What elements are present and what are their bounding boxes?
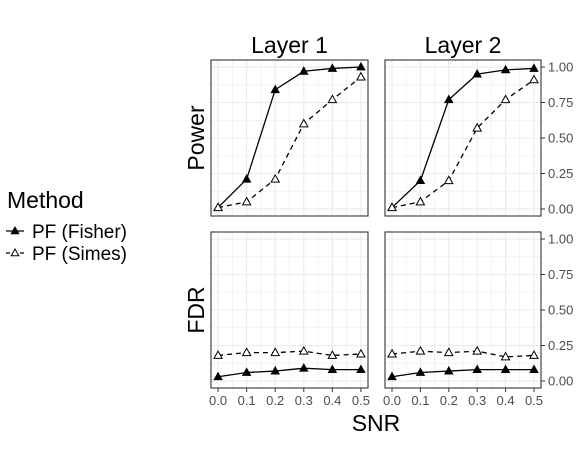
x-tick-label: 0.3 [295,393,313,408]
data-point-pf-simes [415,196,426,206]
data-point-pf-fisher [415,367,426,376]
series-line-pf-simes [391,79,535,209]
x-tick-label: 0.4 [497,393,515,408]
x-tick-label: 0.0 [209,393,227,408]
data-point-pf-simes [241,196,252,206]
panel-border [210,231,369,389]
data-point-pf-simes [529,74,539,84]
data-point-pf-simes [472,345,483,355]
data-point-pf-simes [355,71,366,81]
x-tick-label: 0.2 [266,393,284,408]
y-tick-label: 1.00 [548,60,573,75]
x-tick-label: 0.1 [411,393,429,408]
panel-fdr-layer-1 [210,231,369,389]
y-tick-label: 0.00 [548,201,573,216]
row-label-fdr: FDR [183,286,209,333]
y-tick-label: 1.00 [548,232,573,247]
data-point-pf-fisher [241,367,252,376]
data-point-pf-fisher [299,66,309,75]
series-line-pf-simes [217,76,362,209]
facet-panels [210,59,542,389]
series-line-pf-fisher [391,368,534,378]
series-line-pf-fisher [217,66,361,209]
data-point-pf-fisher [472,68,482,78]
y-tick-label: 0.25 [548,338,573,353]
data-point-pf-simes [387,202,397,212]
data-point-pf-simes [443,347,454,357]
panel-power-layer-2 [384,59,542,217]
x-tick-label: 0.4 [323,393,341,408]
data-point-pf-fisher [444,365,454,375]
data-point-pf-fisher [415,175,426,184]
data-point-pf-simes [298,345,309,355]
series-line-pf-fisher [217,367,361,378]
row-axis-labels: Power FDR [183,105,209,334]
data-point-pf-fisher [327,364,338,374]
y-tick-label: 0.25 [548,166,573,181]
data-point-pf-simes [529,350,539,359]
data-point-pf-simes [472,122,483,132]
data-point-pf-fisher [529,63,539,72]
x-tick-label: 0.0 [383,393,401,408]
series-line-pf-simes [391,350,535,358]
legend-entry-label: PF (Simes) [32,244,127,265]
data-point-pf-fisher [500,364,511,374]
data-point-pf-fisher [356,364,366,374]
data-point-pf-fisher [529,364,539,374]
data-point-pf-fisher [472,364,482,374]
x-tick-label: 0.5 [352,393,370,408]
legend-marker-open-triangle [10,247,20,257]
x-tick-label: 0.3 [468,393,486,408]
data-point-pf-simes [241,347,252,357]
y-tick-label: 0.75 [548,267,573,282]
legend: Method PF (Fisher)PF (Simes) [6,187,127,265]
strip-label-layer-1: Layer 1 [251,32,328,58]
panel-fdr-layer-2 [384,231,542,389]
data-point-pf-simes [387,348,397,358]
data-point-pf-fisher [327,63,338,72]
data-point-pf-simes [270,347,281,357]
data-point-pf-simes [443,175,454,185]
x-axis: 0.0 0.1 0.2 0.3 0.4 0.5 0.0 0.1 0.2 0.3 0.4 0.5 SNR [209,388,543,436]
data-point-pf-simes [327,350,338,359]
data-point-pf-simes [500,94,511,104]
x-tick-label: 0.2 [440,393,458,408]
x-tick-label: 0.1 [238,393,256,408]
data-point-pf-fisher [500,64,511,74]
data-point-pf-fisher [444,94,454,104]
row-label-power: Power [183,105,209,171]
y-tick-label: 0.00 [548,373,573,388]
column-strip-labels: Layer 1 Layer 2 [251,32,501,58]
y-axis: 1.00 0.75 0.50 0.25 0.00 1.00 0.75 0.50 0.25 0.00 [541,60,573,388]
x-tick-label: 0.5 [525,393,543,408]
legend-marker-filled-triangle [10,225,20,235]
legend-title: Method [7,187,84,213]
y-tick-label: 0.50 [548,131,573,146]
panel-power-layer-1 [210,59,369,217]
data-point-pf-fisher [356,61,366,71]
data-point-pf-simes [213,350,224,359]
data-point-pf-simes [500,351,511,361]
data-point-pf-simes [213,202,224,212]
panel-border [210,59,369,217]
series-line-pf-simes [218,350,361,357]
legend-entry-label: PF (Fisher) [32,222,127,243]
data-point-pf-simes [355,348,366,358]
data-point-pf-simes [415,345,426,355]
data-point-pf-simes [298,118,309,128]
x-axis-title: SNR [352,410,401,436]
series-line-pf-fisher [391,67,535,209]
data-point-pf-fisher [241,174,252,183]
y-tick-label: 0.75 [548,95,573,110]
data-point-pf-simes [327,94,338,104]
y-tick-label: 0.50 [548,303,573,318]
data-point-pf-fisher [213,371,223,381]
strip-label-layer-2: Layer 2 [425,32,502,58]
data-point-pf-fisher [299,363,309,372]
data-point-pf-fisher [270,365,280,375]
data-point-pf-simes [270,173,281,183]
data-point-pf-fisher [387,371,397,381]
data-point-pf-fisher [270,84,280,94]
